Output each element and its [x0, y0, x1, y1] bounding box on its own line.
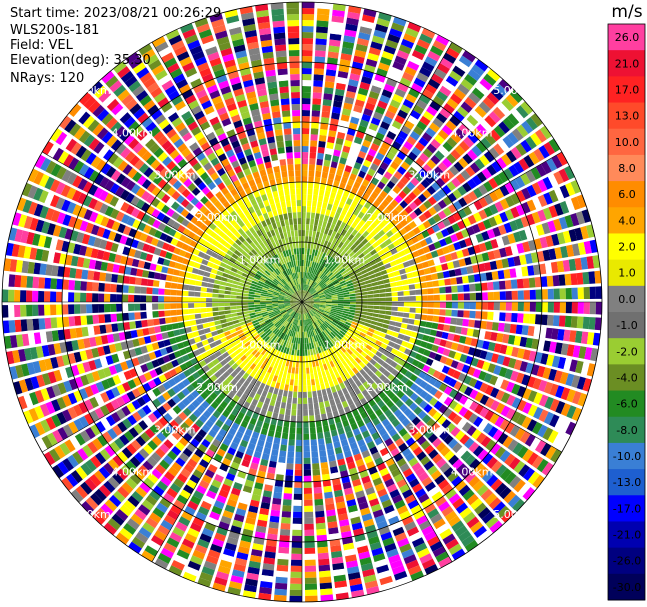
- colorbar-tick-label: -26.0: [613, 555, 641, 568]
- colorbar-tick-label: 13.0: [615, 110, 640, 123]
- colorbar-tick-label: -6.0: [616, 398, 637, 411]
- colorbar-swatch: [608, 573, 645, 601]
- colorbar-tick-label: -8.0: [616, 424, 637, 437]
- range-ring-label: 5.00km: [493, 84, 535, 97]
- colorbar-tick-label: -21.0: [613, 529, 641, 542]
- colorbar-unit: m/s: [611, 2, 642, 22]
- colorbar-swatch: [608, 102, 645, 130]
- colorbar-tick-label: -30.0: [613, 581, 641, 594]
- colorbar-swatch: [608, 233, 645, 261]
- colorbar-swatch: [608, 547, 645, 575]
- colorbar-swatch: [608, 364, 645, 392]
- colorbar-swatch: [608, 469, 645, 496]
- colorbar-swatch: [608, 207, 645, 234]
- range-ring-label: 4.00km: [451, 466, 493, 479]
- colorbar-swatch: [608, 259, 645, 287]
- colorbar-swatch: [608, 416, 645, 444]
- azimuth-lines: [2, 2, 602, 602]
- range-ring-label: 2.00km: [196, 211, 238, 224]
- range-ring-label: 5.00km: [69, 84, 111, 97]
- elevation-label: Elevation(deg): 35.30: [10, 53, 151, 68]
- azimuth-line: [42, 301, 303, 453]
- range-ring-label: 2.00km: [366, 211, 408, 224]
- colorbar-tick-label: -2.0: [616, 345, 637, 358]
- azimuth-line: [151, 301, 303, 562]
- range-ring-label: 5.00km: [69, 508, 111, 521]
- start-time-label: Start time: 2023/08/21 00:26:29: [10, 6, 222, 21]
- azimuth-line: [301, 151, 562, 303]
- colorbar-swatch: [608, 76, 645, 104]
- range-ring-label: 2.00km: [366, 381, 408, 394]
- colorbar-swatch: [608, 154, 645, 182]
- range-ring-label: 1.00km: [324, 254, 366, 267]
- range-ring-label: 1.00km: [239, 254, 281, 267]
- velocity-colorbar: m/s 26.0 21.0 17.0 13.0 10.0 8.0 6.0 4.0 2.0 1.0 0…: [607, 2, 646, 601]
- nrays-label: NRays: 120: [10, 71, 85, 86]
- range-ring-label: 3.00km: [154, 169, 196, 182]
- colorbar-swatch: [608, 521, 645, 549]
- range-ring-label: 3.00km: [409, 423, 451, 436]
- range-ring-label: 3.00km: [409, 169, 451, 182]
- colorbar-tick-label: -17.0: [613, 502, 641, 515]
- azimuth-line: [151, 42, 303, 303]
- instrument-label: WLS200s-181: [10, 23, 100, 38]
- colorbar-tick-label: 4.0: [618, 214, 636, 227]
- range-ring-label: 4.00km: [451, 126, 493, 139]
- colorbar-tick-label: 26.0: [615, 31, 640, 44]
- velocity-sectors: [2, 2, 602, 602]
- azimuth-line: [301, 42, 453, 303]
- colorbar-swatch: [608, 24, 645, 51]
- colorbar-swatch: [608, 128, 645, 156]
- colorbar-tick-label: 0.0: [618, 293, 636, 306]
- colorbar-swatch: [608, 312, 645, 339]
- colorbar-tick-label: 2.0: [618, 241, 636, 254]
- colorbar-swatch: [608, 442, 645, 470]
- colorbar-tick-label: -13.0: [613, 476, 641, 489]
- colorbar-tick-label: 1.0: [618, 267, 636, 280]
- range-ring-label: 1.00km: [239, 338, 281, 351]
- colorbar-swatch: [608, 285, 645, 313]
- colorbar-tick-label: 21.0: [615, 57, 640, 70]
- range-ring-label: 2.00km: [196, 381, 238, 394]
- ppi-velocity-display: 1.00km 2.00km 3.00km 4.00km 5.00km 1.00km 2.00…: [1, 1, 603, 603]
- colorbar-tick-label: 10.0: [615, 136, 640, 149]
- colorbar-swatch: [608, 338, 645, 365]
- colorbar-tick-label: 8.0: [618, 162, 636, 175]
- azimuth-line: [42, 151, 303, 303]
- colorbar-tick-label: 17.0: [615, 83, 640, 96]
- colorbar-swatch: [608, 50, 645, 77]
- range-ring-label: 4.00km: [112, 126, 154, 139]
- range-ring-label: 5.00km: [493, 508, 535, 521]
- colorbar-swatch: [608, 181, 645, 208]
- colorbar-swatch: [608, 495, 645, 522]
- colorbar-tick-label: 6.0: [618, 188, 636, 201]
- range-ring-label: 1.00km: [324, 338, 366, 351]
- range-ring-labels: 1.00km 2.00km 3.00km 4.00km 5.00km 1.00km 2.00…: [69, 84, 535, 521]
- azimuth-line: [301, 301, 562, 453]
- range-ring-label: 3.00km: [154, 423, 196, 436]
- colorbar-tick-label: -1.0: [616, 319, 637, 332]
- azimuth-line: [301, 301, 453, 562]
- range-ring-label: 4.00km: [112, 466, 154, 479]
- field-label: Field: VEL: [10, 38, 73, 53]
- colorbar-tick-label: -10.0: [613, 450, 641, 463]
- colorbar-swatch: [608, 390, 645, 418]
- colorbar-tick-label: -4.0: [616, 371, 637, 384]
